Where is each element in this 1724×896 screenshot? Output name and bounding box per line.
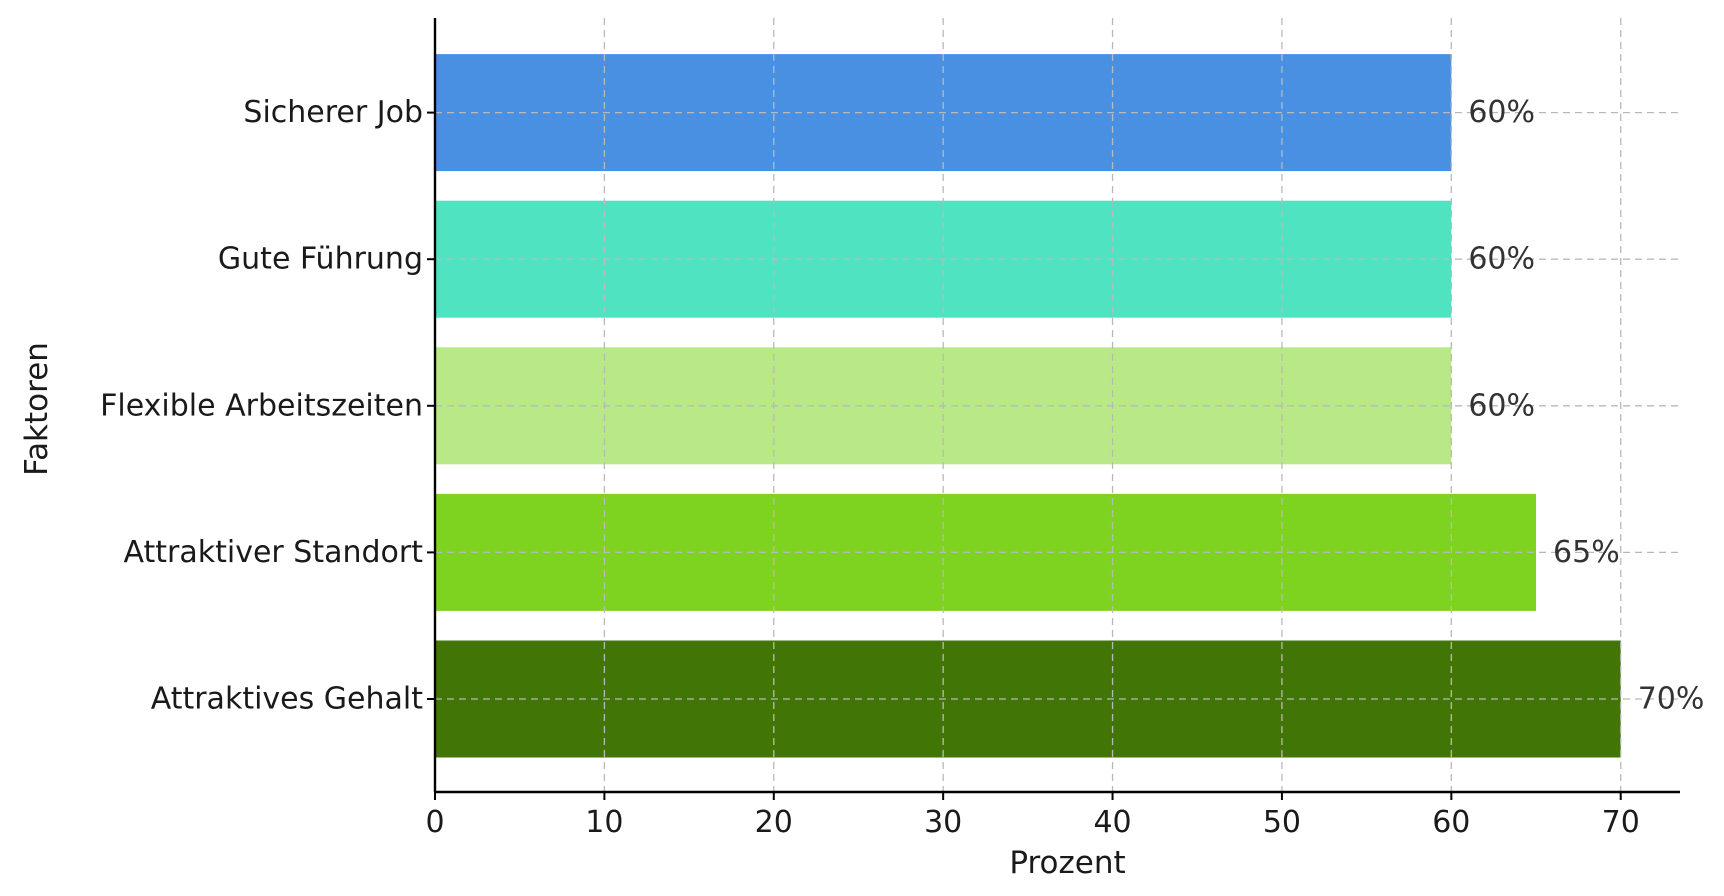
bar-value-labels: 70% 65% 60% 60% 60%: [1468, 95, 1704, 716]
x-tick-label: 30: [924, 805, 962, 840]
x-tick-label: 50: [1263, 805, 1301, 840]
horizontal-gridlines: [435, 111, 1680, 700]
bar-value-label: 60%: [1468, 242, 1535, 277]
x-tick-label: 60: [1432, 805, 1470, 840]
y-tick-label: Flexible Arbeitszeiten: [100, 388, 423, 423]
y-axis-title: Faktoren: [19, 342, 55, 476]
y-tick-label: Gute Führung: [218, 242, 423, 277]
y-axis-ticks: Attraktives Gehalt Attraktiver Standort Fl…: [100, 95, 435, 717]
x-axis-title: Prozent: [1009, 845, 1125, 881]
x-tick-label: 10: [585, 805, 623, 840]
bar-value-label: 65%: [1553, 535, 1620, 570]
x-tick-label: 40: [1093, 805, 1131, 840]
x-tick-label: 70: [1602, 805, 1640, 840]
x-axis-ticks: 0 10 20 30 40 50 60 70: [425, 792, 1640, 840]
x-tick-label: 20: [755, 805, 793, 840]
bar-value-label: 60%: [1468, 95, 1535, 130]
x-tick-label: 0: [425, 805, 444, 840]
y-tick-label: Sicherer Job: [243, 95, 423, 130]
y-tick-label: Attraktiver Standort: [124, 535, 424, 570]
bar-value-label: 70%: [1638, 682, 1705, 717]
bar: [435, 493, 1537, 611]
y-tick-label: Attraktives Gehalt: [151, 682, 424, 717]
bar-value-label: 60%: [1468, 388, 1535, 423]
